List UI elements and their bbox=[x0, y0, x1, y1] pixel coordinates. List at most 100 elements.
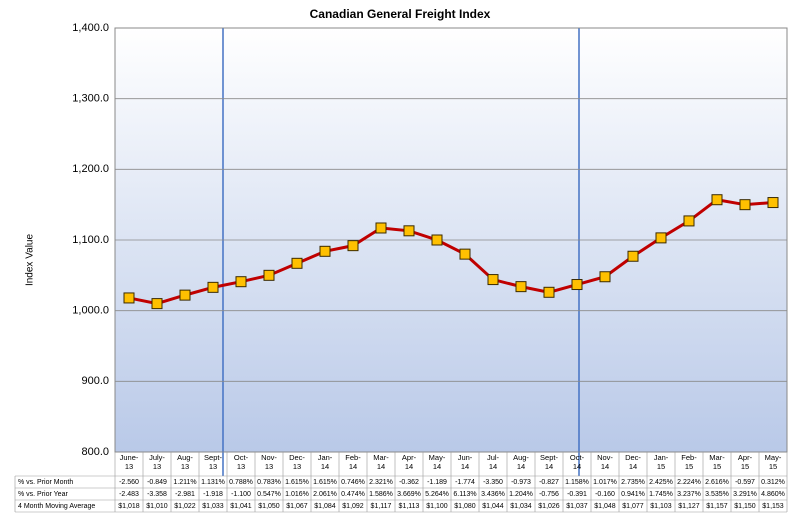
table-cell: 1.745% bbox=[649, 491, 673, 498]
data-label: $1,037 bbox=[566, 503, 588, 510]
x-tick-label: July-13 bbox=[149, 453, 165, 471]
data-label: $1,127 bbox=[678, 503, 700, 510]
x-tick-label-part: 14 bbox=[629, 462, 637, 471]
marker bbox=[207, 281, 219, 293]
table-cell: 1.211% bbox=[173, 479, 196, 486]
marker bbox=[319, 245, 331, 257]
data-label: $1,080 bbox=[454, 503, 476, 510]
data-label: $1,050 bbox=[258, 503, 280, 510]
y-axis-title: Index Value bbox=[25, 234, 36, 287]
marker bbox=[431, 234, 443, 246]
table-cell: 1.615% bbox=[313, 479, 337, 486]
x-tick-label-part: 14 bbox=[517, 462, 525, 471]
marker bbox=[235, 276, 247, 288]
marker bbox=[347, 240, 359, 252]
x-tick-label: Oct-14 bbox=[570, 453, 585, 471]
x-tick-label-part: 14 bbox=[489, 462, 497, 471]
table-cell: 2.735% bbox=[621, 479, 645, 486]
table-cell: 1.158% bbox=[565, 479, 589, 486]
table-cell: 2.224% bbox=[677, 479, 701, 486]
x-tick-label-part: May- bbox=[765, 453, 782, 462]
marker bbox=[739, 199, 751, 211]
data-label: $1,044 bbox=[482, 503, 504, 510]
table-cell: -2.981 bbox=[175, 491, 195, 498]
x-tick-label: Oct-13 bbox=[234, 453, 249, 471]
x-tick-label: May-14 bbox=[429, 453, 446, 471]
table-cell: 3.237% bbox=[677, 491, 701, 498]
chart-title: Canadian General Freight Index bbox=[310, 7, 491, 21]
x-tick-label: Aug-14 bbox=[513, 453, 529, 471]
x-tick-label-part: Sept- bbox=[540, 453, 558, 462]
table-cell: -3.358 bbox=[147, 491, 167, 498]
table-cell: 3.291% bbox=[733, 491, 757, 498]
y-tick-label: 1,200.0 bbox=[72, 163, 109, 175]
table-cell: 1.017% bbox=[593, 479, 617, 486]
x-tick-label-part: 15 bbox=[769, 462, 777, 471]
data-label: $1,157 bbox=[706, 503, 728, 510]
table-cell: 3.436% bbox=[481, 491, 505, 498]
x-tick-label-part: 15 bbox=[685, 462, 693, 471]
marker bbox=[263, 269, 275, 281]
x-tick-label-part: Sept- bbox=[204, 453, 222, 462]
x-tick-label: Aug-13 bbox=[177, 453, 193, 471]
y-tick-label: 1,300.0 bbox=[72, 93, 109, 105]
table-cell: -0.362 bbox=[399, 479, 419, 486]
x-tick-label: Nov-13 bbox=[261, 453, 277, 471]
x-tick-label-part: 15 bbox=[741, 462, 749, 471]
data-label: $1,153 bbox=[762, 503, 784, 510]
y-tick-label: 1,000.0 bbox=[72, 305, 109, 317]
table-cell: -0.973 bbox=[511, 479, 531, 486]
x-tick-label: June-13 bbox=[120, 453, 139, 471]
data-label: $1,033 bbox=[202, 503, 224, 510]
data-label: $1,048 bbox=[594, 503, 616, 510]
table-cell: 6.113% bbox=[453, 491, 476, 498]
x-tick-label-part: 15 bbox=[713, 462, 721, 471]
marker bbox=[487, 274, 499, 286]
marker bbox=[683, 215, 695, 227]
marker bbox=[599, 271, 611, 283]
x-tick-label: Nov-14 bbox=[597, 453, 613, 471]
table-cell: 0.547% bbox=[257, 491, 281, 498]
data-label: $1,018 bbox=[118, 503, 140, 510]
table-cell: 0.788% bbox=[229, 479, 253, 486]
x-tick-label-part: Jan- bbox=[654, 453, 669, 462]
marker bbox=[767, 197, 779, 209]
x-tick-label: May-15 bbox=[765, 453, 782, 471]
x-tick-label-part: Dec- bbox=[289, 453, 305, 462]
x-tick-label-part: Aug- bbox=[177, 453, 193, 462]
x-tick-label-part: 13 bbox=[293, 462, 301, 471]
x-tick-label: Feb-15 bbox=[681, 453, 697, 471]
x-tick-label-part: Oct- bbox=[234, 453, 249, 462]
x-tick-label-part: 13 bbox=[209, 462, 217, 471]
x-tick-label-part: July- bbox=[149, 453, 165, 462]
x-tick-label-part: May- bbox=[429, 453, 446, 462]
x-tick-label-part: June- bbox=[120, 453, 139, 462]
marker bbox=[151, 298, 163, 310]
x-tick-label-part: 13 bbox=[237, 462, 245, 471]
table-cell: 1.615% bbox=[285, 479, 309, 486]
table-cell: -0.160 bbox=[595, 491, 615, 498]
x-tick-label-part: Feb- bbox=[345, 453, 361, 462]
table-cell: -1.774 bbox=[455, 479, 475, 486]
table-cell: -2.560 bbox=[119, 479, 139, 486]
marker bbox=[543, 286, 555, 298]
table-cell: 3.535% bbox=[705, 491, 729, 498]
table-cell: -0.827 bbox=[539, 479, 559, 486]
x-tick-label-part: Jul- bbox=[487, 453, 500, 462]
marker bbox=[571, 279, 583, 291]
x-tick-label-part: Jun- bbox=[458, 453, 473, 462]
data-label: $1,150 bbox=[734, 503, 756, 510]
x-tick-label-part: 13 bbox=[153, 462, 161, 471]
table-cell: -1.100 bbox=[231, 491, 251, 498]
table-cell: 2.061% bbox=[313, 491, 337, 498]
x-tick-label-part: Feb- bbox=[681, 453, 697, 462]
data-label: $1,117 bbox=[371, 503, 392, 510]
y-tick-label: 1,400.0 bbox=[72, 22, 109, 34]
data-label: $1,100 bbox=[426, 503, 448, 510]
table-cell: -2.483 bbox=[119, 491, 139, 498]
x-tick-label-part: Dec- bbox=[625, 453, 641, 462]
data-label: $1,022 bbox=[174, 503, 196, 510]
table-cell: 5.264% bbox=[425, 491, 449, 498]
table-cell: 0.783% bbox=[257, 479, 281, 486]
